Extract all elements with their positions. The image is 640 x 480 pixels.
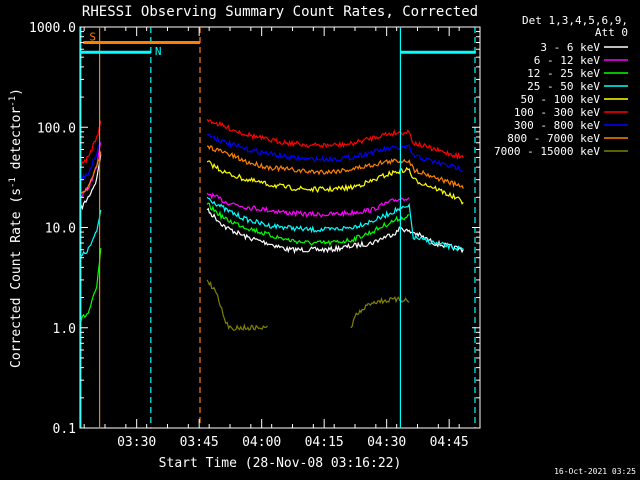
legend-label: 12 - 25 keV [527,67,600,80]
legend-label: 3 - 6 keV [540,41,600,54]
series-line-7 [79,145,464,194]
marker-label-s: S [89,31,96,44]
footer-date: 16-Oct-2021 03:25 [554,467,636,476]
x-tick-label: 04:30 [367,435,406,450]
series-line-0 [79,154,464,255]
y-axis-label-mid: detector [9,107,24,178]
series-line-3 [79,196,464,259]
legend-label: 25 - 50 keV [527,80,600,93]
y-axis-label-sup1: -1 [8,177,18,188]
y-tick-label: 1.0 [53,322,76,337]
legend-label: 300 - 800 keV [514,119,600,132]
series-line-1 [79,141,410,218]
series-line-2 [79,202,410,322]
y-tick-label: 100.0 [37,121,76,136]
x-tick-label: 04:15 [305,435,344,450]
legend-label: 7000 - 15000 keV [494,145,600,158]
legend-label: 6 - 12 keV [534,54,601,67]
series-line-5 [79,119,464,168]
x-tick-label: 03:30 [117,435,156,450]
axes: 0.1 1.0 10.0 100.0 1000.0 03:30 03:45 04:00 04:1… [29,21,480,450]
series-line-4 [206,160,464,205]
legend-label: 100 - 300 keV [514,106,600,119]
chart-title: RHESSI Observing Summary Count Rates, Co… [82,4,478,20]
series-line-8 [206,279,410,331]
y-tick-label: 10.0 [45,222,76,237]
y-tick-label: 0.1 [53,422,76,437]
marker-label-n: N [155,45,162,58]
legend-label: 50 - 100 keV [521,93,601,106]
y-tick-label: 1000.0 [29,21,76,36]
legend-header-line: Att 0 [595,26,628,39]
y-axis-label: Corrected Count Rate (s-1 detector-1) [8,88,24,368]
plot-area: SN [79,27,476,428]
legend-header-line: Det 1,3,4,5,6,9, [522,14,628,27]
x-axis-label: Start Time (28-Nov-08 03:16:22) [159,456,402,471]
x-tick-label: 04:45 [430,435,469,450]
series-line-6 [79,133,464,181]
legend-label: 800 - 7000 keV [507,132,600,145]
y-axis-label-sup2: -1 [8,96,18,107]
x-tick-label: 04:00 [242,435,281,450]
x-tick-label: 03:45 [180,435,219,450]
y-axis-label-main: Corrected Count Rate (s [9,188,24,368]
y-axis-label-end: ) [9,88,24,96]
